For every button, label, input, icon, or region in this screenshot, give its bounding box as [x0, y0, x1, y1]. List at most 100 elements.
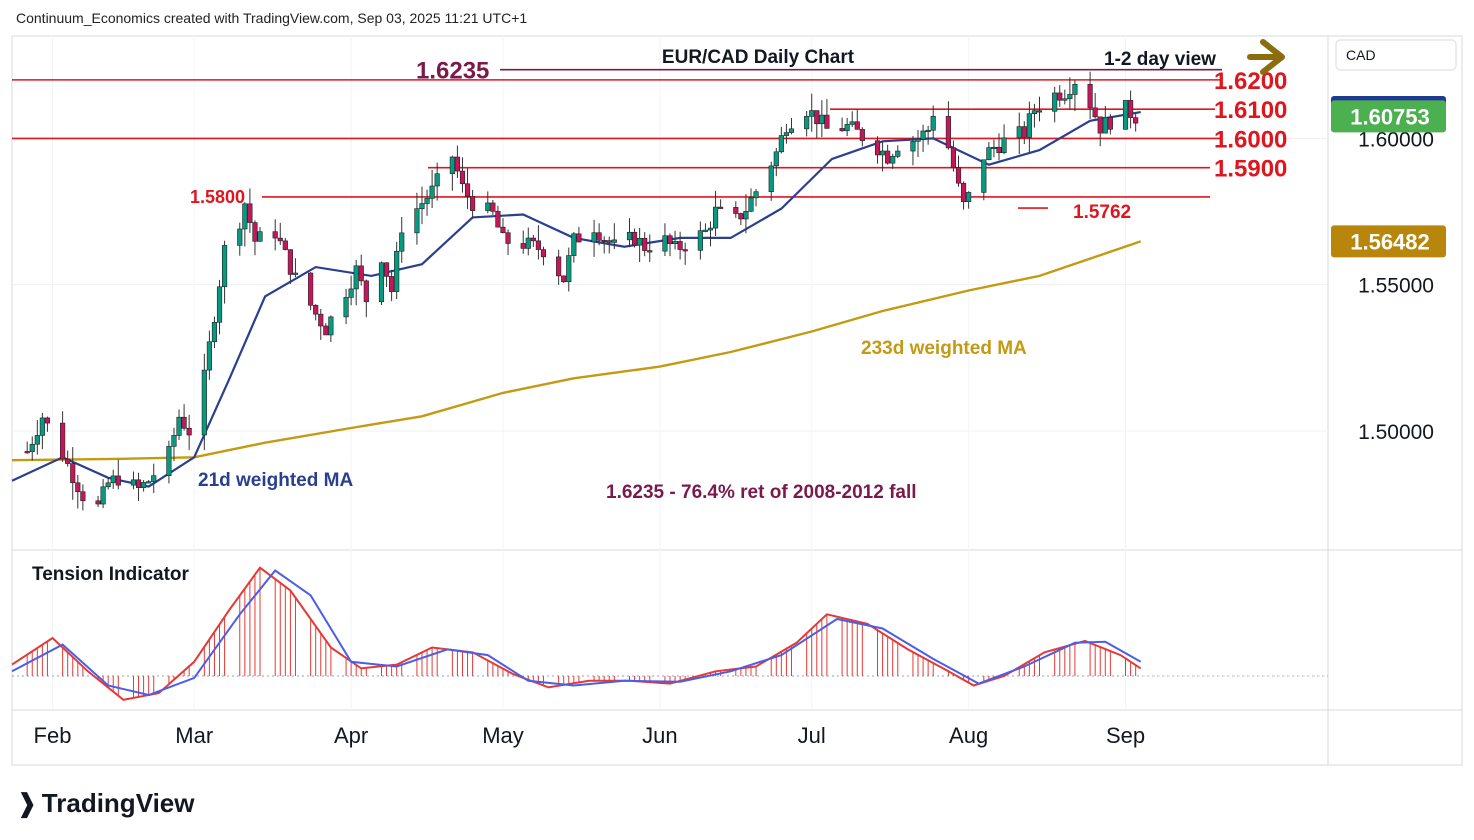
- ma233-label: 233d weighted MA: [861, 338, 1027, 359]
- tradingview-logo-icon: ❱: [16, 788, 38, 818]
- candle-body: [39, 417, 45, 436]
- tension-blue-line: [11, 569, 1142, 697]
- candle-body: [399, 232, 405, 252]
- candle-body: [945, 116, 951, 149]
- candle-body: [70, 463, 76, 484]
- candle-body: [950, 147, 957, 169]
- retracement-note: 1.6235 - 76.4% ret of 2008-2012 fall: [606, 482, 917, 503]
- candle-body: [824, 114, 830, 129]
- candle-body: [1016, 126, 1022, 139]
- candle-body: [500, 226, 506, 234]
- candle-body: [470, 196, 476, 211]
- candle-body: [247, 203, 253, 223]
- candle-body: [151, 475, 157, 482]
- candle-body: [313, 304, 319, 315]
- candle-body: [464, 183, 471, 197]
- candle-body: [383, 262, 390, 277]
- candle-body: [601, 239, 607, 243]
- candle-body: [308, 272, 314, 306]
- candle-body: [626, 231, 633, 241]
- candle-body: [29, 443, 35, 452]
- candle-body: [389, 276, 395, 292]
- candle-body: [1072, 84, 1078, 95]
- ma233-line: [11, 240, 1142, 462]
- candle-body: [1001, 137, 1007, 154]
- candle-body: [252, 222, 258, 242]
- candle-body: [454, 156, 460, 172]
- currency-selector: [1335, 39, 1457, 71]
- candle-body: [631, 231, 638, 246]
- candle-body: [859, 129, 865, 141]
- chart-credit: Continuum_Economics created with Trading…: [16, 10, 528, 26]
- candle-body: [677, 241, 683, 250]
- candle-body: [981, 159, 987, 193]
- candle-body: [323, 325, 329, 336]
- candle-body: [429, 185, 435, 199]
- candle-body: [216, 286, 223, 323]
- candle-body: [561, 275, 567, 283]
- month-label-jun: Jun: [642, 723, 677, 748]
- candle-body: [986, 147, 992, 161]
- candle-body: [206, 341, 212, 371]
- candle-body: [1031, 110, 1038, 115]
- brand-name: TradingView: [41, 788, 195, 818]
- candle-body: [166, 446, 172, 476]
- candle-body: [748, 197, 754, 212]
- candle-body: [80, 491, 86, 502]
- candle-body: [434, 173, 440, 187]
- candle-body: [596, 232, 602, 241]
- candle-body: [75, 482, 81, 493]
- candle-body: [1026, 113, 1032, 138]
- candle-body: [60, 422, 66, 460]
- candle-body: [186, 427, 192, 436]
- candle-body: [535, 240, 541, 250]
- candle-body: [996, 146, 1002, 154]
- view-label: 1-2 day view: [1104, 49, 1216, 70]
- candle-body: [773, 151, 779, 167]
- candle-body: [955, 167, 962, 184]
- price-badge-2: [1331, 225, 1446, 258]
- candle-body: [115, 475, 121, 486]
- month-label-feb: Feb: [34, 723, 72, 748]
- candle-body: [895, 150, 901, 157]
- tradingview-brand[interactable]: ❱ TradingView: [16, 788, 194, 819]
- candle-body: [697, 230, 703, 251]
- candle-body: [849, 121, 855, 125]
- candle-body: [292, 272, 299, 275]
- candle-body: [530, 237, 536, 242]
- candle-body: [890, 156, 896, 164]
- candle-body: [287, 249, 293, 275]
- candle-body: [814, 110, 820, 125]
- month-label-sep: Sep: [1106, 723, 1145, 748]
- candle-body: [768, 165, 774, 193]
- candle-body: [874, 140, 881, 156]
- ytick-label-1: 1.55000: [1358, 275, 1434, 298]
- ytick-label-0: 1.60000: [1358, 128, 1434, 151]
- candle-body: [201, 369, 207, 436]
- candle-body: [1128, 100, 1134, 118]
- candle-body: [880, 150, 886, 156]
- sideways-arrow-icon: [1247, 39, 1285, 75]
- candle-body: [743, 211, 749, 220]
- candle-body: [1092, 107, 1098, 118]
- candle-body: [358, 265, 364, 282]
- candle-body: [804, 116, 810, 130]
- candle-body: [566, 255, 572, 283]
- candle-body: [839, 128, 845, 132]
- candle-body: [181, 416, 187, 429]
- candle-body: [211, 321, 218, 343]
- candle-body: [611, 239, 617, 243]
- candle-body: [647, 250, 653, 253]
- candle-body: [34, 435, 40, 445]
- price-badge-label-1: 1.60753: [1350, 104, 1430, 129]
- candle-body: [105, 482, 111, 488]
- candle-body: [525, 237, 531, 249]
- level-label-1-5800: 1.5800: [190, 187, 245, 207]
- candle-body: [1062, 98, 1068, 101]
- month-label-jul: Jul: [798, 723, 826, 748]
- candle-body: [424, 198, 430, 204]
- ma21-label: 21d weighted MA: [198, 470, 353, 491]
- level-label-1-6100: 1.6100: [1214, 97, 1287, 124]
- candle-body: [328, 316, 334, 336]
